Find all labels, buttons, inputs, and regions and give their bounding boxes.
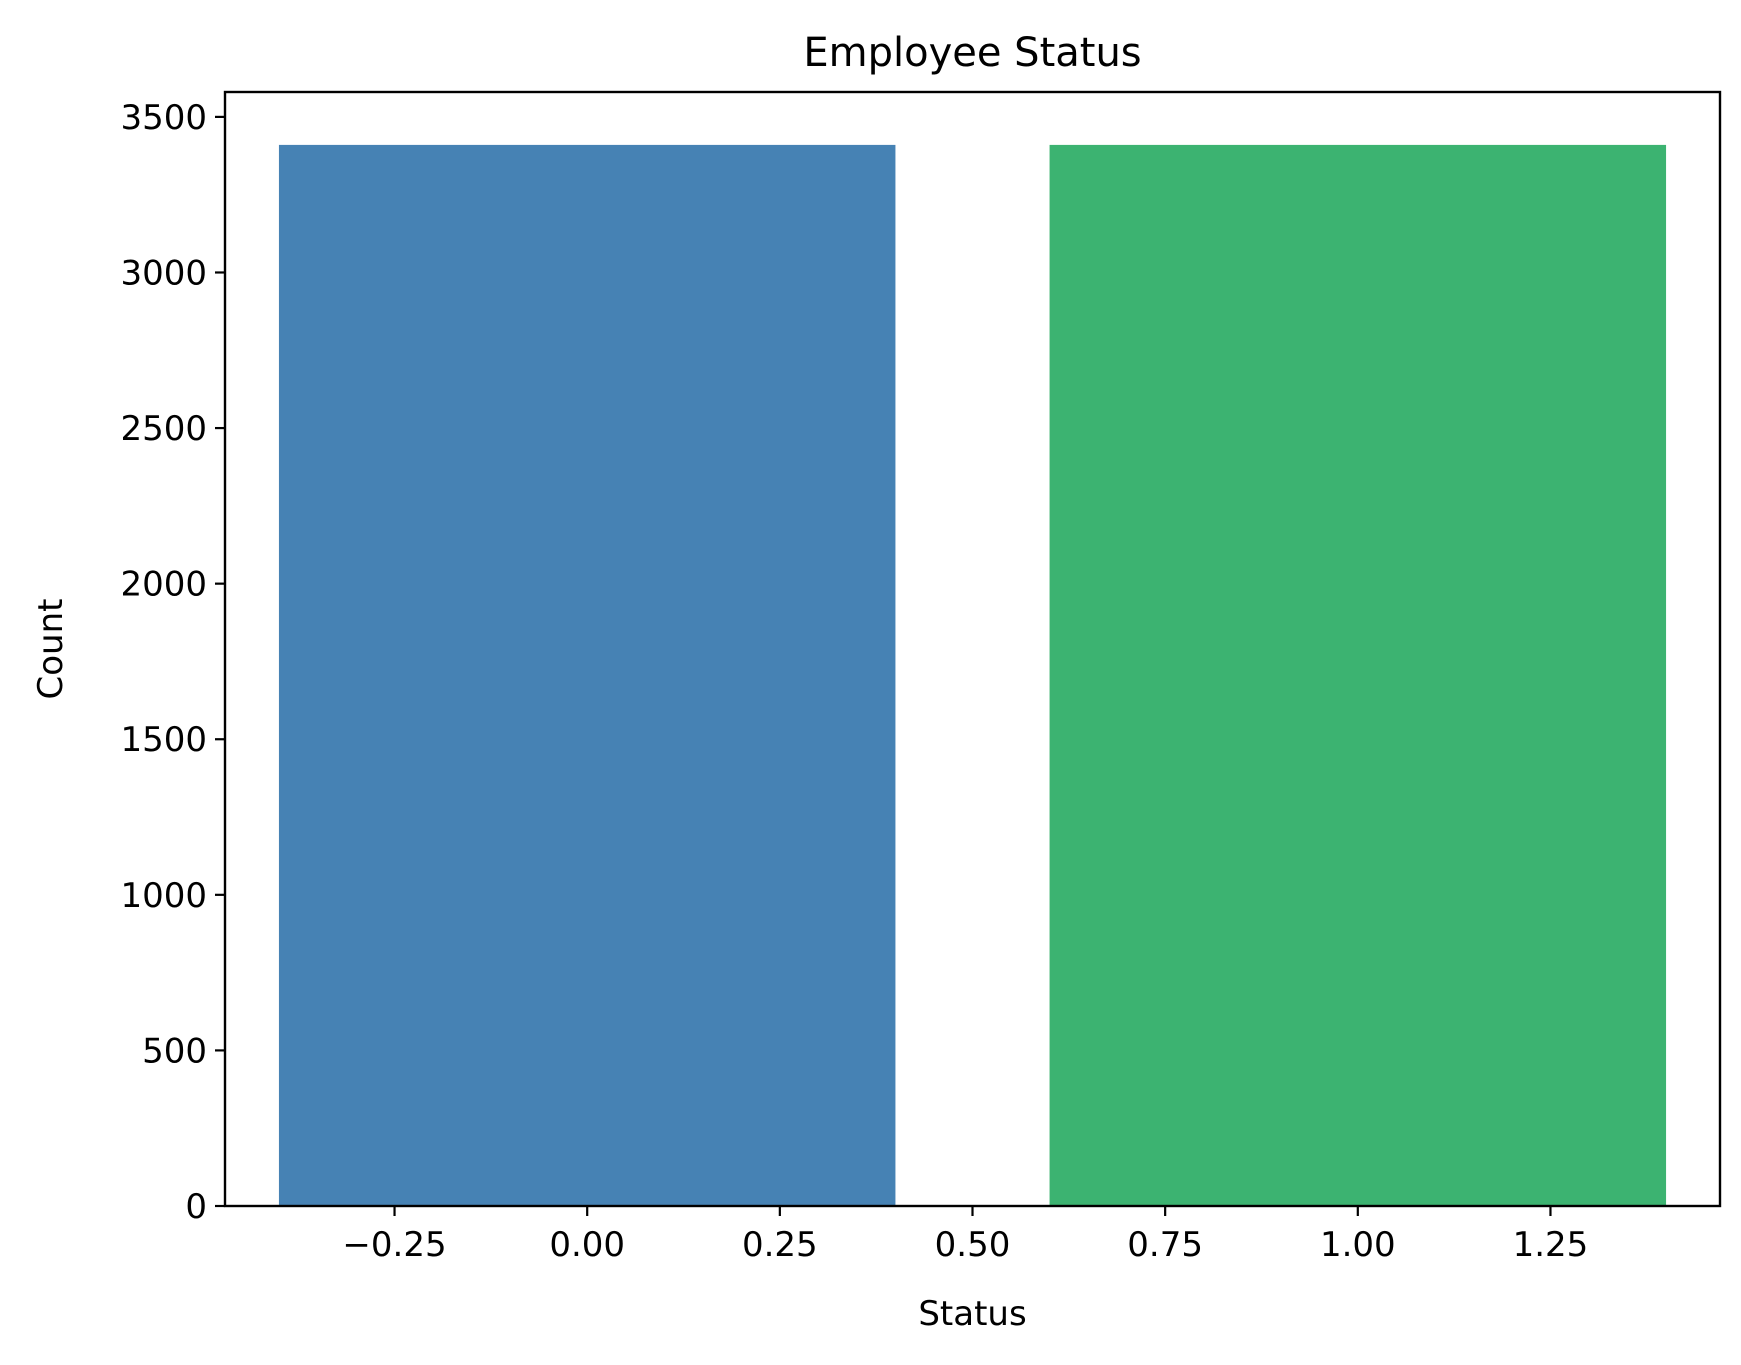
x-tick-label: 0.75 [1127,1225,1203,1265]
bars-group [278,144,1667,1207]
x-tick-label: 1.25 [1513,1225,1589,1265]
bar-1 [1049,144,1667,1207]
y-axis-label: Count [31,599,71,700]
x-tick-label: 0.00 [549,1225,625,1265]
x-tick-label: 0.50 [935,1225,1011,1265]
y-tick-label: 0 [185,1187,207,1227]
bar-0 [278,144,896,1207]
y-tick-label: 1000 [120,876,207,916]
y-tick-label: 3000 [120,253,207,293]
y-tick-label: 500 [142,1031,207,1071]
y-tick-label: 1500 [120,720,207,760]
x-tick-label: 0.25 [742,1225,818,1265]
x-axis-ticks: −0.25 0.00 0.25 0.50 0.75 1.00 1.25 [342,1206,1588,1265]
y-tick-label: 2000 [120,565,207,605]
y-tick-label: 2500 [120,409,207,449]
y-axis-ticks: 0 500 1000 1500 2000 2500 3000 3500 [120,98,225,1227]
x-tick-label: 1.00 [1320,1225,1396,1265]
chart-title: Employee Status [803,30,1141,76]
x-axis-label: Status [918,1294,1026,1334]
y-tick-label: 3500 [120,98,207,138]
x-tick-label: −0.25 [342,1225,446,1265]
